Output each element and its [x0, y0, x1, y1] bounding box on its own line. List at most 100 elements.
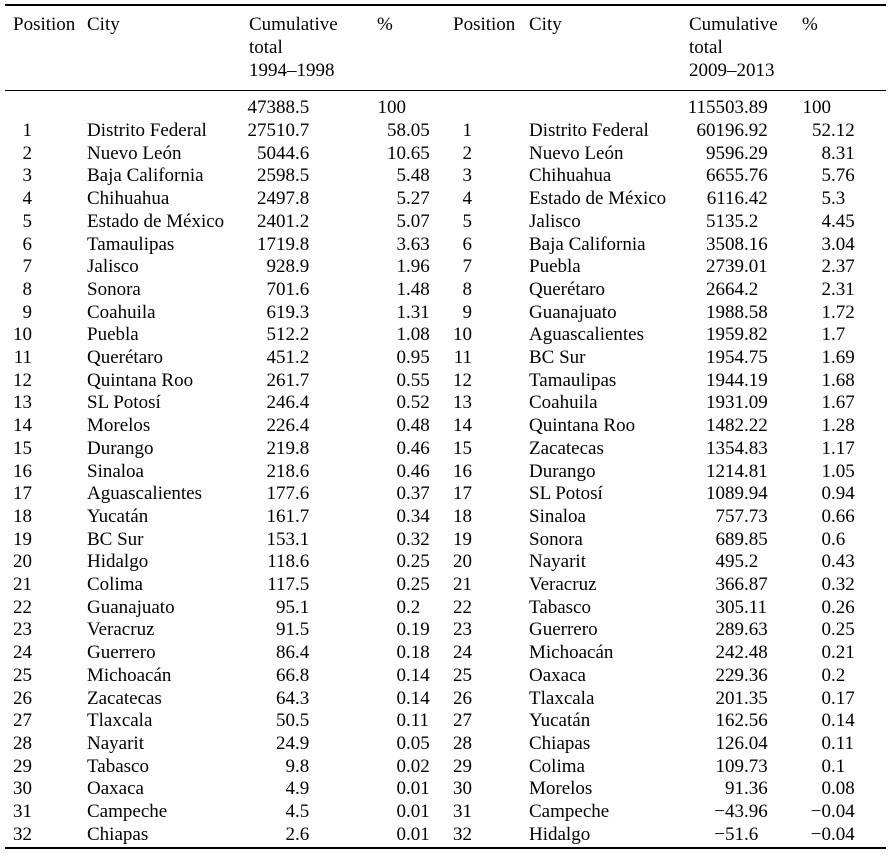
- cell-position: 30: [453, 778, 472, 800]
- cell-city: Chihuahua: [87, 188, 170, 210]
- cell-position: 3: [22, 165, 33, 187]
- cell-position: 9: [22, 301, 33, 323]
- cell-position: 3: [462, 165, 473, 187]
- cell-city: Sinaloa: [529, 505, 586, 527]
- table-row: 22 Guanajuato 95.1 0.2 22 Tabasco 305.11 0.26: [5, 597, 886, 620]
- cell-cumulative: 27510.7: [247, 120, 310, 141]
- cell-cumulative: 512.2: [266, 324, 310, 346]
- cell-percent: 5.48: [396, 165, 430, 187]
- cell-city: Durango: [87, 437, 154, 459]
- cell-position: 32: [13, 823, 32, 845]
- cell-position: 21: [13, 574, 32, 596]
- header-city-right: City: [527, 5, 687, 91]
- cell-percent: 0.55: [396, 369, 430, 391]
- cell-position: 9: [462, 301, 473, 323]
- cell-cumulative: 4.5: [285, 801, 310, 823]
- cell-city: Oaxaca: [529, 664, 586, 686]
- table-row: 24 Guerrero 86.4 0.18 24 Michoacán 242.48 0.21: [5, 642, 886, 665]
- cell-position: 22: [453, 596, 472, 618]
- cell-cumulative: 95.1: [276, 596, 310, 618]
- cell-city: Chiapas: [87, 823, 149, 845]
- cell-cumulative: 6655.76: [706, 165, 768, 187]
- header-position-left: Position: [5, 5, 85, 91]
- cell-city: BC Sur: [87, 528, 144, 550]
- cell-city: [527, 91, 687, 121]
- cell-city: Michoacán: [87, 664, 172, 686]
- cell-city: Querétaro: [87, 347, 163, 369]
- cell-cumulative: 1482.22: [706, 415, 768, 437]
- table-row: 6 Tamaulipas 1719.8 3.63 6 Baja California 350…: [5, 234, 886, 257]
- cell-percent: 0.48: [396, 415, 430, 437]
- cell-percent: 0.17: [821, 687, 855, 709]
- cell-cumulative: 219.8: [266, 437, 310, 459]
- cell-percent: 0.66: [821, 505, 855, 527]
- cell-position: 16: [13, 460, 32, 482]
- cell-city: Colima: [87, 574, 143, 596]
- cell-city: Chiapas: [529, 732, 591, 754]
- cell-position: 12: [13, 369, 32, 391]
- cell-position: 25: [13, 664, 32, 686]
- cell-percent: 0.05: [396, 732, 430, 754]
- cell-cumulative: 289.63: [715, 619, 768, 641]
- table-row: 15 Durango 219.8 0.46 15 Zacatecas 1354.83 1.17: [5, 438, 886, 461]
- table-header: Position City Cumulative total 1994–1998…: [5, 5, 886, 91]
- cell-city: Morelos: [529, 778, 593, 800]
- cell-percent: 1.31: [396, 301, 430, 323]
- table-row: 13 SL Potosí 246.4 0.52 13 Coahuila 1931.09 1.6…: [5, 392, 886, 415]
- cell-city: Aguascalientes: [87, 483, 203, 505]
- cell-percent: 0.6: [821, 528, 846, 550]
- cell-percent: 0.2: [396, 596, 421, 618]
- cell-cumulative: 162.56: [715, 710, 768, 732]
- cell-cumulative: 689.85: [715, 528, 768, 550]
- cell-position: 5: [462, 210, 473, 232]
- cell-position: 12: [453, 369, 472, 391]
- cell-city: Coahuila: [87, 301, 156, 323]
- cell-cumulative: 1959.82: [706, 324, 768, 346]
- cell-cumulative: 261.7: [266, 369, 310, 391]
- cell-city: Veracruz: [87, 619, 155, 641]
- cell-percent: 0.95: [396, 347, 430, 369]
- cell-position: 30: [13, 778, 32, 800]
- cell-city: Quintana Roo: [529, 415, 636, 437]
- cell-city: Yucatán: [529, 710, 591, 732]
- cell-position: 6: [22, 233, 33, 255]
- cell-percent: 5.76: [821, 165, 855, 187]
- header-position-right: Position: [445, 5, 527, 91]
- cell-cumulative: 928.9: [266, 256, 310, 278]
- cell-position: 7: [22, 256, 33, 278]
- table-row: 11 Querétaro 451.2 0.95 11 BC Sur 1954.75 1.69: [5, 347, 886, 370]
- cell-city: Estado de México: [87, 210, 225, 232]
- cell-city: Tlaxcala: [529, 687, 595, 709]
- cell-cumulative: −43.96: [714, 801, 768, 823]
- cell-cumulative: 9.8: [285, 755, 310, 777]
- cell-percent: 2.37: [821, 256, 855, 278]
- cell-percent: 0.01: [396, 801, 430, 823]
- cell-percent: 0.46: [396, 437, 430, 459]
- cell-percent: 100: [377, 96, 407, 118]
- cell-position: 16: [453, 460, 472, 482]
- cell-percent: 1.08: [396, 324, 430, 346]
- cell-city: Tabasco: [87, 755, 149, 777]
- cell-percent: 0.2: [821, 664, 846, 686]
- cell-percent: 8.31: [821, 142, 855, 164]
- cell-cumulative: 201.35: [715, 687, 768, 709]
- cell-position: 2: [462, 142, 473, 164]
- cell-city: Baja California: [529, 233, 646, 255]
- table-body: 47388.5 100 115503.89 100 1 Distrito Federal 2…: [5, 91, 886, 848]
- cell-position: 29: [453, 755, 472, 777]
- cell-cumulative: 451.2: [266, 347, 310, 369]
- table-row: 32 Chiapas 2.6 0.01 32 Hidalgo −51.6 −0.04: [5, 824, 886, 848]
- cell-percent: 3.04: [821, 233, 855, 255]
- cell-city: Durango: [529, 460, 596, 482]
- cell-percent: 1.72: [821, 301, 855, 323]
- cell-cumulative: 50.5: [276, 710, 310, 732]
- cell-city: Morelos: [87, 415, 151, 437]
- cell-cumulative: 161.7: [266, 505, 310, 527]
- cell-city: Nayarit: [529, 551, 586, 573]
- cell-cumulative: 242.48: [715, 642, 768, 664]
- cell-cumulative: 4.9: [285, 778, 310, 800]
- cell-position: 14: [13, 415, 32, 437]
- cell-percent: 0.32: [821, 574, 855, 596]
- cell-percent: 1.48: [396, 278, 430, 300]
